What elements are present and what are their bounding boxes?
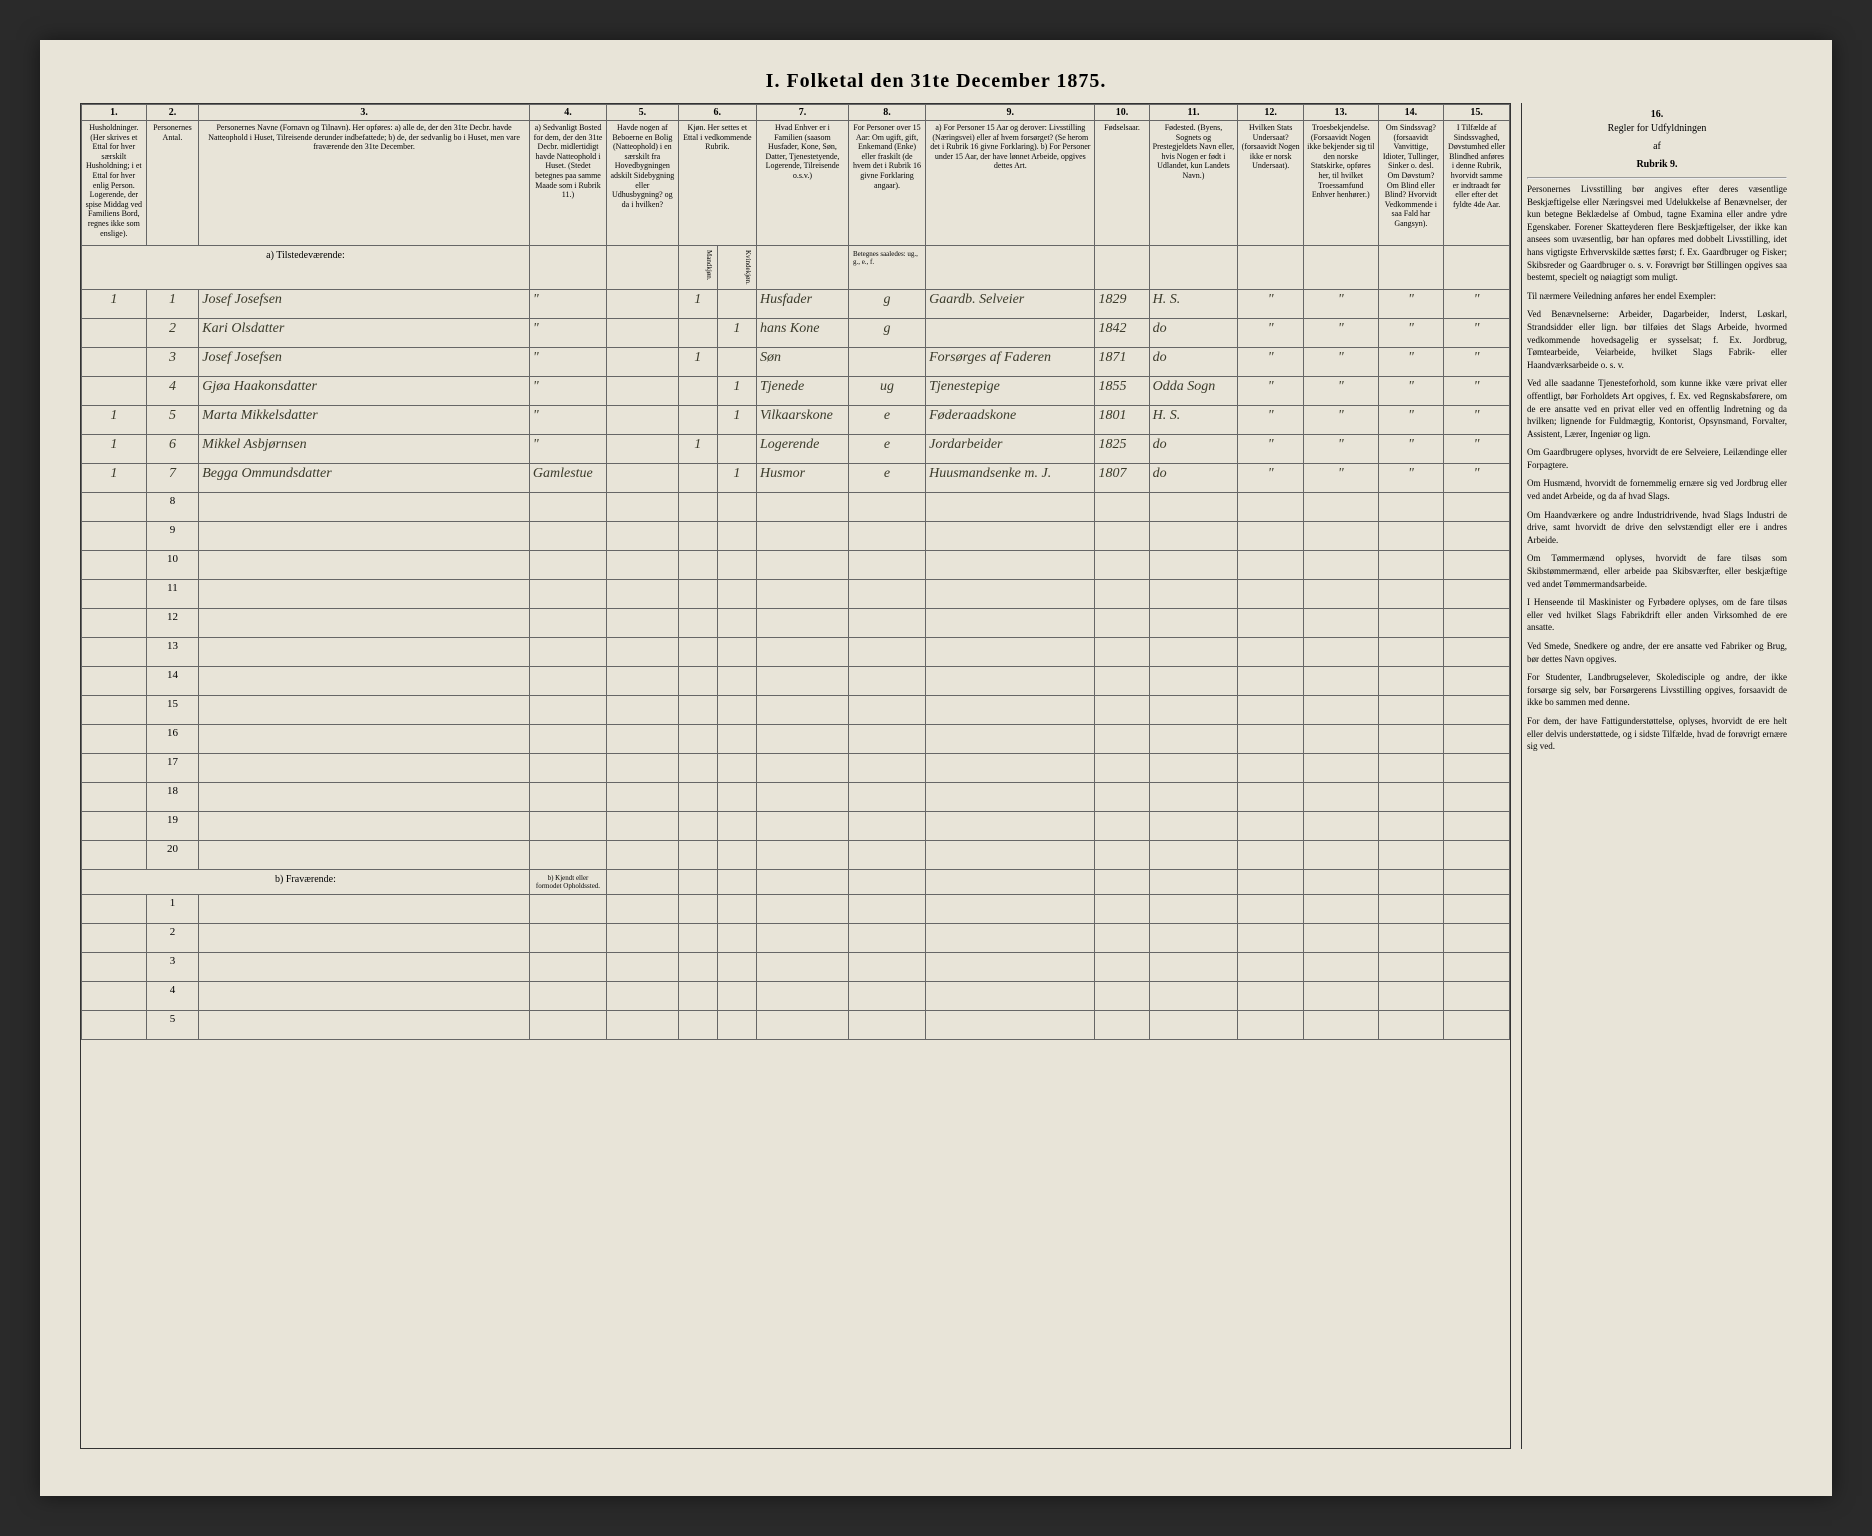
- census-page: I. Folketal den 31te December 1875. 1. 2…: [40, 40, 1832, 1496]
- header-c7: Hvad Enhver er i Familien (saasom Husfad…: [756, 121, 848, 246]
- table-row: 1 6 Mikkel Asbjørnsen " 1 Logerende e Jo…: [82, 434, 1510, 463]
- table-row-empty: 16: [82, 724, 1510, 753]
- rules-paragraph: I Henseende til Maskinister og Fyrbødere…: [1527, 596, 1787, 634]
- header-c15: I Tilfælde af Sindssvaghed, Døvstumhed e…: [1444, 121, 1510, 246]
- header-c8: For Personer over 15 Aar: Om ugift, gift…: [848, 121, 925, 246]
- header-female: Kvindekjøn.: [717, 246, 756, 290]
- table-row-empty: 9: [82, 521, 1510, 550]
- table-row-empty: 5: [82, 1010, 1510, 1039]
- table-row: 3 Josef Josefsen " 1 Søn Forsørges af Fa…: [82, 347, 1510, 376]
- table-row-empty: 4: [82, 981, 1510, 1010]
- table-row-empty: 10: [82, 550, 1510, 579]
- header-male: Mandkjøn.: [678, 246, 717, 290]
- sidebar-subtitle2: Rubrik 9.: [1527, 158, 1787, 172]
- col-num: 13.: [1304, 105, 1379, 121]
- table-row-empty: 1: [82, 894, 1510, 923]
- table-row-empty: 15: [82, 695, 1510, 724]
- col-num: 3.: [199, 105, 530, 121]
- table-row: 4 Gjøa Haakonsdatter " 1 Tjenede ug Tjen…: [82, 376, 1510, 405]
- header-c11: Fødested. (Byens, Sognets og Prestegjeld…: [1149, 121, 1238, 246]
- rules-paragraph: For Studenter, Landbrugselever, Skoledis…: [1527, 671, 1787, 709]
- header-c2: Personernes Antal.: [146, 121, 199, 246]
- rules-paragraph: Ved alle saadanne Tjenesteforhold, som k…: [1527, 377, 1787, 440]
- col-num: 4.: [529, 105, 606, 121]
- content-wrap: 1. 2. 3. 4. 5. 6. 7. 8. 9. 10. 11. 12. 1…: [80, 103, 1792, 1449]
- table-row-empty: 17: [82, 753, 1510, 782]
- table-row-empty: 2: [82, 923, 1510, 952]
- sidebar-subtitle: af: [1527, 140, 1787, 154]
- census-table: 1. 2. 3. 4. 5. 6. 7. 8. 9. 10. 11. 12. 1…: [81, 104, 1510, 1040]
- col-num: 10.: [1095, 105, 1149, 121]
- col-num: 7.: [756, 105, 848, 121]
- col-num: 1.: [82, 105, 147, 121]
- page-title: I. Folketal den 31te December 1875.: [80, 70, 1792, 93]
- table-row: 1 1 Josef Josefsen " 1 Husfader g Gaardb…: [82, 289, 1510, 318]
- header-c9: a) For Personer 15 Aar og derover: Livss…: [926, 121, 1095, 246]
- section-b-row: b) Fraværende: b) Kjendt eller formodet …: [82, 869, 1510, 894]
- col-num: 2.: [146, 105, 199, 121]
- table-row-empty: 11: [82, 579, 1510, 608]
- rules-paragraph: Om Tømmermænd oplyses, hvorvidt de fare …: [1527, 552, 1787, 590]
- col-num: 6.: [678, 105, 756, 121]
- table-row: 2 Kari Olsdatter " 1 hans Kone g 1842 do…: [82, 318, 1510, 347]
- rules-paragraph: Ved Benævnelserne: Arbeider, Dagarbeider…: [1527, 308, 1787, 371]
- col-num-16: 16.: [1527, 108, 1787, 122]
- header-c3: Personernes Navne (Fornavn og Tilnavn). …: [199, 121, 530, 246]
- table-row: 1 7 Begga Ommundsdatter Gamlestue 1 Husm…: [82, 463, 1510, 492]
- header-c14: Om Sindssvag? (forsaavidt Vanvittige, Id…: [1378, 121, 1444, 246]
- table-row-empty: 18: [82, 782, 1510, 811]
- header-c10: Fødselsaar.: [1095, 121, 1149, 246]
- col-num: 15.: [1444, 105, 1510, 121]
- rules-paragraph: Om Haandværkere og andre Industridrivend…: [1527, 509, 1787, 547]
- section-b-col4: b) Kjendt eller formodet Opholdssted.: [529, 869, 606, 894]
- table-row-empty: 8: [82, 492, 1510, 521]
- header-row: Husholdninger. (Her skrives et Ettal for…: [82, 121, 1510, 246]
- table-row-empty: 14: [82, 666, 1510, 695]
- col-num: 5.: [607, 105, 679, 121]
- rules-paragraph: For dem, der have Fattigunderstøttelse, …: [1527, 715, 1787, 753]
- col-num: 9.: [926, 105, 1095, 121]
- rules-paragraph: Ved Smede, Snedkere og andre, der ere an…: [1527, 640, 1787, 665]
- header-c6: Kjøn. Her settes et Ettal i vedkommende …: [678, 121, 756, 246]
- header-c12: Hvilken Stats Undersaat? (forsaavidt Nog…: [1238, 121, 1304, 246]
- table-row-empty: 19: [82, 811, 1510, 840]
- sidebar-title: Regler for Udfyldningen: [1527, 122, 1787, 136]
- section-a-row: a) Tilstedeværende: Mandkjøn. Kvindekjøn…: [82, 246, 1510, 290]
- table-row-empty: 20: [82, 840, 1510, 869]
- section-b-label: b) Fraværende:: [82, 869, 530, 894]
- header-c5: Havde nogen af Beboerne en Bolig (Natteo…: [607, 121, 679, 246]
- rules-paragraph: Om Gaardbrugere oplyses, hvorvidt de ere…: [1527, 446, 1787, 471]
- header-c4: a) Sedvanligt Bosted for dem, der den 31…: [529, 121, 606, 246]
- rules-paragraph: Om Husmænd, hvorvidt de fornemmelig ernæ…: [1527, 477, 1787, 502]
- header-c13: Troesbekjendelse. (Forsaavidt Nogen ikke…: [1304, 121, 1379, 246]
- section-a-label: a) Tilstedeværende:: [82, 246, 530, 290]
- table-area: 1. 2. 3. 4. 5. 6. 7. 8. 9. 10. 11. 12. 1…: [80, 103, 1511, 1449]
- col-num: 8.: [848, 105, 925, 121]
- rules-paragraph: Til nærmere Veiledning anføres her endel…: [1527, 290, 1787, 303]
- col-num: 12.: [1238, 105, 1304, 121]
- column-number-row: 1. 2. 3. 4. 5. 6. 7. 8. 9. 10. 11. 12. 1…: [82, 105, 1510, 121]
- col-num: 11.: [1149, 105, 1238, 121]
- table-row-empty: 12: [82, 608, 1510, 637]
- table-row-empty: 13: [82, 637, 1510, 666]
- table-row-empty: 3: [82, 952, 1510, 981]
- header-c1: Husholdninger. (Her skrives et Ettal for…: [82, 121, 147, 246]
- rules-paragraph: Personernes Livsstilling bør angives eft…: [1527, 183, 1787, 284]
- table-row: 1 5 Marta Mikkelsdatter " 1 Vilkaarskone…: [82, 405, 1510, 434]
- rules-sidebar: 16. Regler for Udfyldningen af Rubrik 9.…: [1521, 103, 1792, 1449]
- col-num: 14.: [1378, 105, 1444, 121]
